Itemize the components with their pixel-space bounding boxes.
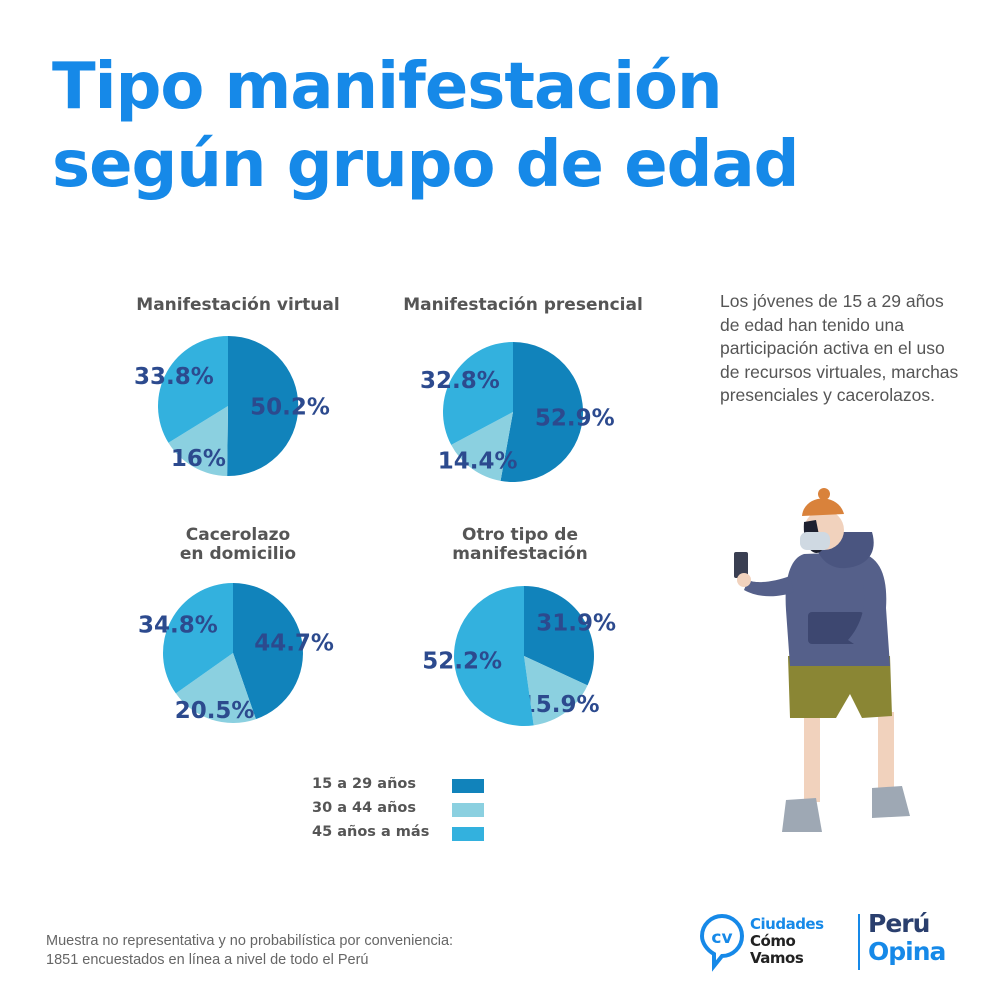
- data-label: 33.8%: [134, 364, 214, 390]
- right-arm: [848, 564, 882, 648]
- slice-45-plus: [158, 336, 228, 443]
- logo-divider: [858, 914, 860, 970]
- left-shoe: [782, 798, 822, 832]
- description-text: Los jóvenes de 15 a 29 años de edad han …: [720, 291, 959, 405]
- slice-45-plus: [453, 586, 534, 726]
- data-label: 15.9%: [520, 692, 600, 718]
- legend-label: 45 años a más: [312, 824, 430, 840]
- data-label: 44.7%: [254, 631, 334, 657]
- slice-45-plus: [163, 583, 233, 694]
- legend-item: 15 a 29 años: [312, 774, 487, 798]
- data-label: 50.2%: [250, 394, 330, 420]
- slice-30-44: [524, 656, 588, 726]
- chart-title-virtual: Manifestación virtual: [136, 295, 340, 315]
- hoodie-pocket: [808, 612, 864, 644]
- slice-15-29: [500, 342, 584, 482]
- footnote-line-1: Muestra no representativa y no probabilí…: [46, 933, 454, 949]
- peru-opina-line-2: Opina: [868, 937, 946, 966]
- shorts: [788, 656, 892, 718]
- slice-30-44: [168, 406, 228, 476]
- data-label: 52.9%: [535, 406, 615, 432]
- data-label: 14.4%: [438, 449, 518, 475]
- legend-swatch: [452, 827, 484, 841]
- svg-text:cv: cv: [711, 928, 732, 948]
- peru-opina-line-1: Perú: [868, 909, 930, 938]
- data-label: 31.9%: [536, 611, 616, 637]
- chart-title-otro: Otro tipo de manifestación: [452, 525, 588, 564]
- page-title: Tipo manifestación según grupo de edad: [52, 48, 799, 204]
- phone-icon: [734, 552, 748, 578]
- slice-15-29: [524, 586, 594, 686]
- pie-chart-virtual: 50.2% 16% 33.8%: [134, 335, 330, 476]
- ccv-logo-line-3: Vamos: [750, 949, 804, 967]
- pie-chart-otro: 31.9% 15.9% 52.2%: [422, 586, 616, 726]
- data-label: 34.8%: [138, 613, 218, 639]
- pie-chart-presencial: 52.9% 14.4% 32.8%: [420, 342, 615, 482]
- beanie-pompom: [818, 488, 830, 500]
- title-line-1: Tipo manifestación: [52, 50, 723, 124]
- slice-15-29: [227, 335, 299, 476]
- ccv-logo-icon: cv: [700, 913, 745, 972]
- slice-15-29: [233, 583, 303, 720]
- slice-30-44: [175, 653, 256, 723]
- person-illustration: [734, 488, 910, 832]
- legend-swatch: [452, 779, 484, 793]
- pie-chart-cacerolazo: 44.7% 20.5% 34.8%: [138, 583, 334, 724]
- legend-label: 15 a 29 años: [312, 776, 416, 792]
- slice-30-44: [451, 412, 513, 481]
- face-mask: [800, 532, 830, 550]
- ciudades-como-vamos-logo: cv Ciudades Cómo Vamos: [700, 912, 850, 972]
- title-line-2: según grupo de edad: [52, 128, 799, 202]
- legend-item: 30 a 44 años: [312, 798, 487, 822]
- data-label: 20.5%: [175, 698, 255, 724]
- legend: 15 a 29 años 30 a 44 años 45 años a más: [312, 774, 487, 846]
- slice-45-plus: [442, 342, 513, 445]
- legend-item: 45 años a más: [312, 822, 487, 846]
- right-leg: [878, 712, 894, 792]
- footnote-line-2: 1851 encuestados en línea a nivel de tod…: [46, 952, 369, 968]
- left-hand: [737, 573, 751, 587]
- legend-label: 30 a 44 años: [312, 800, 416, 816]
- data-label: 32.8%: [420, 368, 500, 394]
- left-leg: [804, 712, 820, 802]
- left-arm: [744, 576, 794, 597]
- chart-title-cacerolazo: Cacerolazo en domicilio: [179, 525, 297, 564]
- data-label: 16%: [171, 446, 226, 472]
- ccv-logo-line-2: Cómo: [750, 932, 796, 950]
- footnote: Muestra no representativa y no probabilí…: [46, 932, 606, 970]
- chart-title-presencial: Manifestación presencial: [403, 295, 643, 315]
- peru-opina-logo: Perú Opina: [868, 909, 946, 966]
- beanie: [802, 498, 844, 516]
- ccv-logo-line-1: Ciudades: [750, 915, 824, 933]
- legend-swatch: [452, 803, 484, 817]
- right-shoe: [872, 786, 910, 818]
- data-label: 52.2%: [422, 648, 502, 674]
